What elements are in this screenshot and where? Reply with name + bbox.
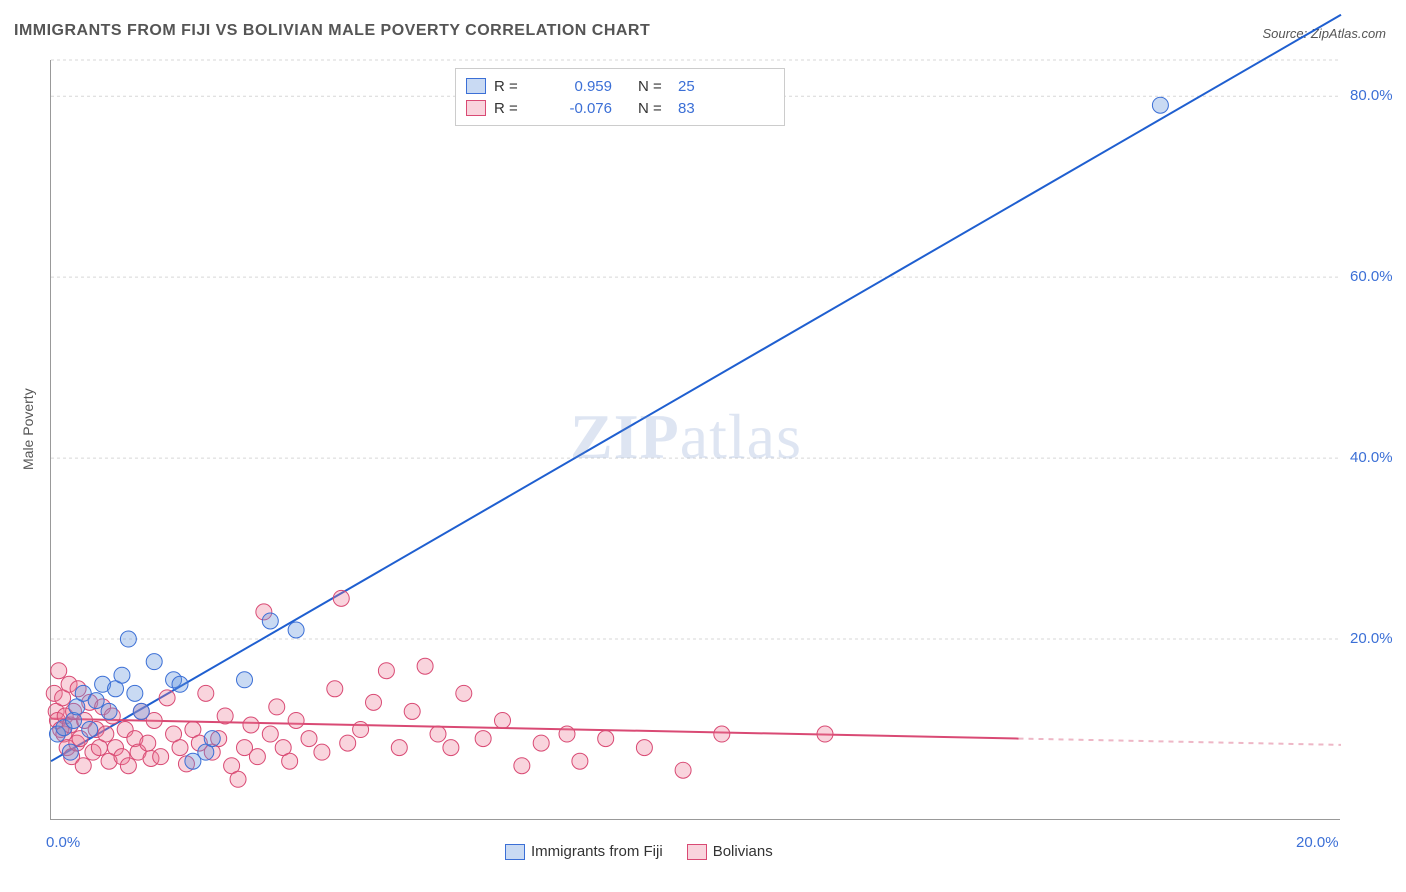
page-title: IMMIGRANTS FROM FIJI VS BOLIVIAN MALE PO… [14, 22, 650, 40]
legend-swatch [505, 844, 525, 860]
legend-r-label: R = [494, 78, 526, 95]
legend-n-label: N = [638, 78, 670, 95]
legend-r-value: 0.959 [534, 78, 612, 95]
legend-r-value: -0.076 [534, 100, 612, 117]
x-tick-label: 20.0% [1296, 834, 1339, 851]
source-label: Source: ZipAtlas.com [1262, 26, 1386, 41]
legend-n-value: 83 [678, 100, 695, 117]
y-tick-label: 20.0% [1350, 630, 1393, 647]
y-tick-label: 40.0% [1350, 449, 1393, 466]
x-tick-label: 0.0% [46, 834, 80, 851]
legend-row: R = 0.959 N = 25 [466, 75, 774, 97]
legend-bottom-item: Immigrants from Fiji [505, 843, 663, 860]
y-tick-label: 80.0% [1350, 87, 1393, 104]
y-axis-label: Male Poverty [20, 388, 36, 470]
legend-bottom-item: Bolivians [687, 843, 773, 860]
chart-svg [51, 60, 1341, 820]
legend-row: R = -0.076 N = 83 [466, 97, 774, 119]
legend-n-label: N = [638, 100, 670, 117]
plot-area [50, 60, 1340, 820]
legend-bottom: Immigrants from Fiji Bolivians [505, 843, 773, 860]
legend-r-label: R = [494, 100, 526, 117]
legend-swatch [466, 78, 486, 94]
legend-swatch [687, 844, 707, 860]
legend-bottom-label: Immigrants from Fiji [531, 843, 663, 860]
legend-n-value: 25 [678, 78, 695, 95]
legend-bottom-label: Bolivians [713, 843, 773, 860]
y-tick-label: 60.0% [1350, 268, 1393, 285]
legend-top: R = 0.959 N = 25 R = -0.076 N = 83 [455, 68, 785, 126]
legend-swatch [466, 100, 486, 116]
